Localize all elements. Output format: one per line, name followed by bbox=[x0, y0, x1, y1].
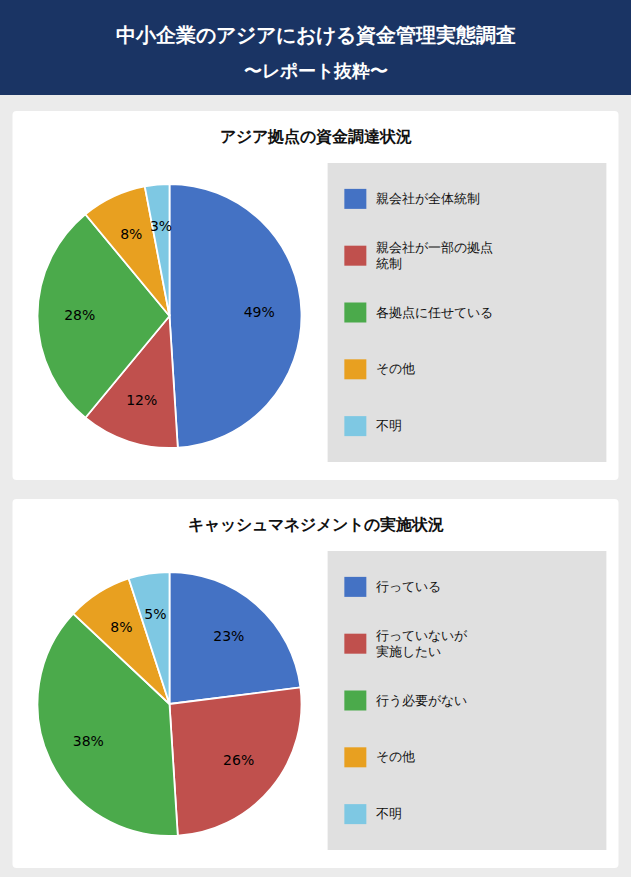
data-label: 23% bbox=[213, 628, 244, 644]
pie-slice bbox=[170, 184, 302, 448]
legend-label: 行っていないが実施したい bbox=[376, 627, 468, 658]
text-line: 各拠点に任せている bbox=[376, 304, 493, 319]
legend-background bbox=[328, 163, 607, 462]
legend-label: 親会社が全体統制 bbox=[376, 190, 480, 205]
pie-slice bbox=[170, 572, 301, 704]
text-line: 実施したい bbox=[376, 643, 441, 658]
legend-swatch bbox=[344, 416, 366, 436]
legend-label: 親会社が一部の拠点統制 bbox=[376, 239, 493, 270]
chart-panel: アジア拠点の資金調達状況49%12%28%8%3%親会社が全体統制親会社が一部の… bbox=[13, 111, 619, 480]
data-label: 26% bbox=[223, 752, 254, 768]
pie-slice bbox=[170, 687, 302, 835]
legend: 親会社が全体統制親会社が一部の拠点統制各拠点に任せているその他不明 bbox=[328, 163, 607, 462]
chart-title: アジア拠点の資金調達状況 bbox=[220, 127, 412, 146]
panel-background bbox=[13, 111, 619, 480]
text-line: 行う必要がない bbox=[376, 692, 467, 707]
data-label: 3% bbox=[150, 218, 172, 234]
text-line: 親会社が全体統制 bbox=[376, 190, 480, 205]
chart-title: キャッシュマネジメントの実施状況 bbox=[188, 515, 444, 534]
text-line: 行っていないが bbox=[376, 627, 468, 642]
data-label: 38% bbox=[73, 733, 104, 749]
subtitle: 〜レポート抜粋〜 bbox=[244, 60, 388, 81]
pie bbox=[37, 184, 301, 448]
legend-swatch bbox=[344, 246, 366, 266]
text-line: 不明 bbox=[376, 806, 402, 821]
legend-swatch bbox=[344, 747, 366, 767]
legend-swatch bbox=[344, 634, 366, 654]
data-label: 28% bbox=[64, 307, 95, 323]
legend-background bbox=[328, 551, 607, 850]
legend-swatch bbox=[344, 189, 366, 209]
legend-swatch bbox=[344, 303, 366, 323]
chart-panel: キャッシュマネジメントの実施状況 23% 26% 38% 8% 5% 行っている行っていない… bbox=[13, 499, 619, 868]
legend-swatch bbox=[344, 691, 366, 711]
data-labels: 23% 26% 38% 8% 5% bbox=[73, 606, 255, 768]
legend-swatch bbox=[344, 577, 366, 597]
legend-swatch bbox=[344, 804, 366, 824]
legend-label: 行う必要がない bbox=[376, 692, 467, 707]
legend-label: 行っている bbox=[376, 578, 441, 593]
legend: 行っている行っていないが実施したい行う必要がないその他不明 bbox=[328, 551, 607, 850]
legend-label: その他 bbox=[376, 749, 415, 764]
text-line: 統制 bbox=[376, 255, 402, 270]
legend-label: 不明 bbox=[376, 418, 402, 433]
data-label: 12% bbox=[126, 392, 157, 408]
data-label: 5% bbox=[144, 606, 166, 622]
data-label: 8% bbox=[120, 226, 142, 242]
legend-swatch bbox=[344, 359, 366, 379]
pie-slice bbox=[145, 184, 170, 316]
data-label: 49% bbox=[244, 304, 275, 320]
pie bbox=[37, 572, 301, 836]
page: 中小企業のアジアにおける資金管理実態調査〜レポート抜粋〜アジア拠点の資金調達状況… bbox=[0, 0, 631, 877]
data-label: 8% bbox=[110, 619, 132, 635]
background bbox=[0, 0, 631, 877]
data-labels: 49% 12% 28% 8% 3% bbox=[64, 218, 275, 409]
legend-label: その他 bbox=[376, 361, 415, 376]
text-line: その他 bbox=[376, 361, 415, 376]
title-banner bbox=[0, 0, 631, 95]
legend-label: 各拠点に任せている bbox=[376, 304, 493, 319]
title: 中小企業のアジアにおける資金管理実態調査 bbox=[116, 23, 516, 47]
text-line: 不明 bbox=[376, 418, 402, 433]
panel-background bbox=[13, 499, 619, 868]
legend-label: 不明 bbox=[376, 806, 402, 821]
text-line: その他 bbox=[376, 749, 415, 764]
text-line: 親会社が一部の拠点 bbox=[376, 239, 493, 254]
pie-slice bbox=[129, 572, 170, 704]
text-line: 行っている bbox=[376, 578, 441, 593]
